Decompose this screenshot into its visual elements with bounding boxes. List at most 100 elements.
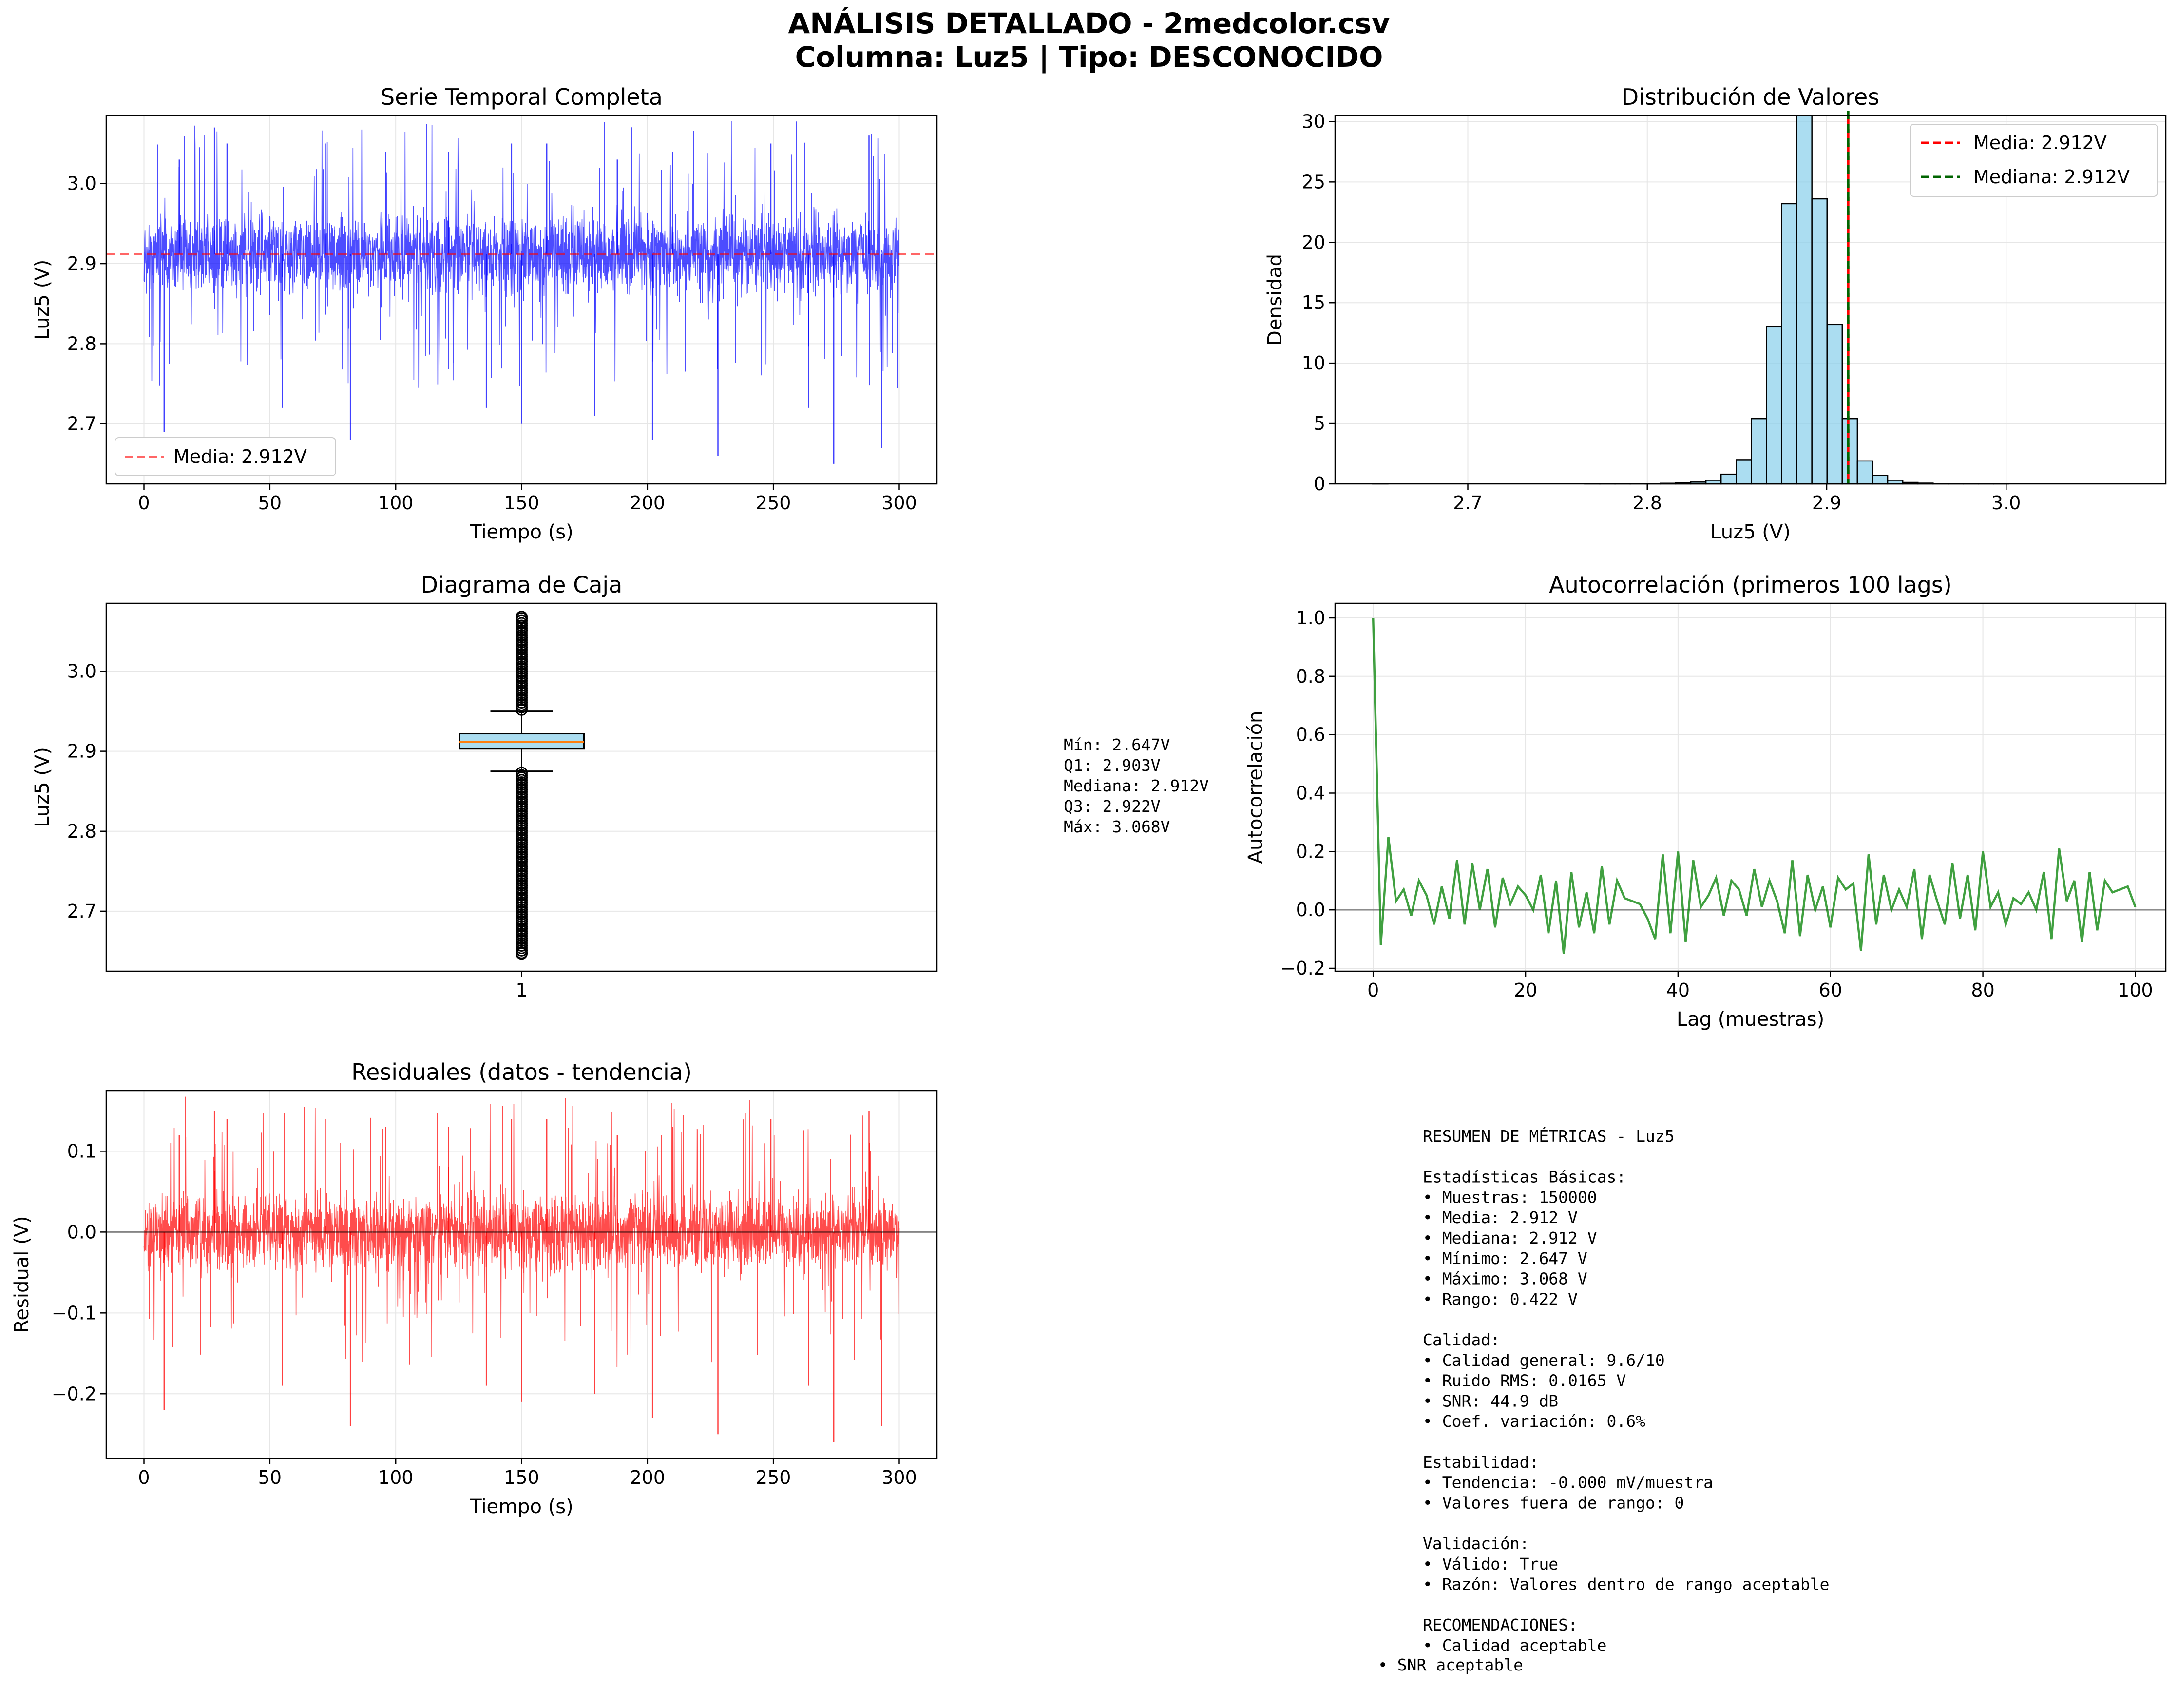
x-tick-label: 40 [1666, 979, 1690, 1001]
summary-line: RECOMENDACIONES: [1423, 1615, 1578, 1634]
box-stat-line: Máx: 3.068V [1064, 817, 1170, 836]
x-tick-label: 2.9 [1812, 492, 1841, 514]
legend-label-mean: Media: 2.912V [173, 446, 307, 467]
y-tick-label: 2.7 [67, 901, 96, 922]
summary-line: • Máximo: 3.068 V [1423, 1269, 1587, 1288]
y-tick-label: 3.0 [67, 173, 96, 194]
y-tick-label: 2.9 [67, 253, 96, 274]
y-tick-label: −0.2 [52, 1383, 96, 1404]
figure-title-line2: Columna: Luz5 | Tipo: DESCONOCIDO [795, 40, 1383, 74]
summary-line: RESUMEN DE MÉTRICAS - Luz5 [1423, 1126, 1675, 1146]
y-tick-label: 25 [1302, 171, 1325, 192]
signal-line [143, 121, 900, 388]
summary-line: • Calidad aceptable [1423, 1636, 1607, 1655]
summary-line: • Muestras: 150000 [1423, 1188, 1597, 1207]
y-tick-label: −0.1 [52, 1302, 96, 1324]
outlier-point [516, 611, 528, 623]
hist-bar [1872, 475, 1889, 485]
summary-line: • Razón: Valores dentro de rango aceptab… [1423, 1575, 1829, 1594]
y-axis-label: Luz5 (V) [31, 260, 54, 340]
box-stat-line: Q3: 2.922V [1064, 797, 1161, 816]
y-axis-label: Luz5 (V) [31, 747, 54, 827]
legend: Media: 2.912V Mediana: 2.912V [1910, 124, 2158, 197]
y-tick-label: 10 [1302, 352, 1325, 374]
x-axis-label: Tiempo (s) [469, 1496, 573, 1518]
summary-line: • Calidad general: 9.6/10 [1423, 1351, 1665, 1370]
hist-bar [1751, 418, 1767, 485]
y-tick-label: 0.1 [67, 1140, 96, 1162]
axes-frame [1334, 115, 2167, 485]
panel-title: Diagrama de Caja [421, 572, 623, 598]
y-tick-label: 0.8 [1296, 666, 1325, 687]
hist-bar [1796, 115, 1813, 485]
x-tick-label: 100 [378, 1467, 414, 1488]
legend: Media: 2.912V [115, 437, 336, 476]
y-tick-label: 0.2 [1296, 841, 1325, 862]
summary-line: • Valores fuera de rango: 0 [1423, 1493, 1684, 1512]
y-tick-label: 2.9 [67, 741, 96, 762]
summary-line: • Mínimo: 2.647 V [1423, 1249, 1587, 1268]
y-tick-label: 2.8 [67, 333, 96, 354]
x-tick-label: 80 [1971, 979, 1994, 1001]
autocorrelation-panel: 0 20 40 60 80 100 −0.2 0.0 0.2 0.4 0.6 0.8 1.0 Autoco… [1244, 572, 2167, 1031]
y-tick-label: 0.6 [1296, 724, 1325, 746]
summary-line: • Rango: 0.422 V [1423, 1289, 1578, 1308]
residuals-panel: 0 50 100 150 200 250 300 −0.2 −0.1 0.0 0.1 Residual… [11, 1059, 938, 1518]
acf-line [1372, 617, 2137, 954]
hist-bar [1766, 326, 1782, 485]
hist-bar [1856, 460, 1873, 485]
y-tick-label: 5 [1314, 413, 1325, 434]
metrics-summary-text: RESUMEN DE MÉTRICAS - Luz5 Estadísticas B… [1378, 1126, 1829, 1674]
x-tick-label: 60 [1819, 979, 1842, 1001]
legend-box [1910, 124, 2158, 197]
x-tick-label: 1 [516, 979, 527, 1001]
y-tick-label: 0.0 [1296, 899, 1325, 921]
x-tick-label: 2.7 [1453, 492, 1482, 514]
y-tick-label: 1.0 [1296, 607, 1325, 629]
histogram-panel: 2.7 2.8 2.9 3.0 0 5 10 15 20 25 30 Distribución de … [1264, 84, 2167, 543]
x-tick-label: 150 [504, 1467, 539, 1488]
y-axis-label: Densidad [1264, 254, 1286, 345]
box-stat-line: Mín: 2.647V [1064, 735, 1170, 754]
figure-title-line1: ANÁLISIS DETALLADO - 2medcolor.csv [788, 6, 1390, 40]
y-tick-label: 3.0 [67, 661, 96, 682]
x-axis-label: Luz5 (V) [1710, 521, 1791, 543]
boxplot-panel: 2.7 2.8 2.9 3.0 Diagrama de Caja Luz5 (V) 1 [31, 572, 938, 1001]
y-axis-label: Residual (V) [11, 1216, 33, 1333]
hist-bar [1811, 198, 1828, 485]
panel-title: Autocorrelación (primeros 100 lags) [1549, 572, 1952, 598]
x-tick-label: 20 [1514, 979, 1537, 1001]
outlier-point [516, 947, 528, 960]
x-tick-label: 150 [504, 492, 539, 514]
timeseries-panel: 0 50 100 150 200 250 300 2.7 2.8 2.9 3.0 Serie Temp… [31, 84, 938, 543]
summary-line: Validación: [1423, 1534, 1529, 1553]
panel-title: Residuales (datos - tendencia) [351, 1059, 692, 1085]
hist-bar [1826, 324, 1843, 485]
x-tick-label: 100 [2118, 979, 2153, 1001]
axes-frame [1334, 602, 2167, 972]
box-stat-line: Q1: 2.903V [1064, 756, 1161, 775]
panel-title: Serie Temporal Completa [381, 84, 663, 110]
summary-line: Calidad: [1423, 1330, 1500, 1349]
y-tick-label: 0.4 [1296, 782, 1325, 804]
x-tick-label: 300 [881, 1467, 917, 1488]
x-tick-label: 50 [258, 492, 282, 514]
legend-label-median: Mediana: 2.912V [1973, 166, 2130, 188]
panel-title: Distribución de Valores [1622, 84, 1880, 110]
y-axis-label: Autocorrelación [1244, 711, 1267, 864]
summary-line: Estabilidad: [1423, 1453, 1539, 1472]
x-tick-label: 2.8 [1633, 492, 1662, 514]
summary-line: • Válido: True [1423, 1554, 1558, 1574]
y-tick-label: −0.2 [1280, 958, 1325, 979]
hist-bar [1841, 418, 1858, 485]
summary-line: • SNR aceptable [1378, 1655, 1523, 1674]
x-axis-label: Tiempo (s) [469, 521, 573, 543]
x-tick-label: 50 [258, 1467, 282, 1488]
x-tick-label: 250 [756, 492, 791, 514]
x-tick-label: 300 [881, 492, 917, 514]
legend-label-mean: Media: 2.912V [1973, 132, 2107, 154]
summary-line: • Mediana: 2.912 V [1423, 1228, 1597, 1247]
x-tick-label: 3.0 [1991, 492, 2021, 514]
y-tick-label: 0 [1314, 473, 1325, 495]
